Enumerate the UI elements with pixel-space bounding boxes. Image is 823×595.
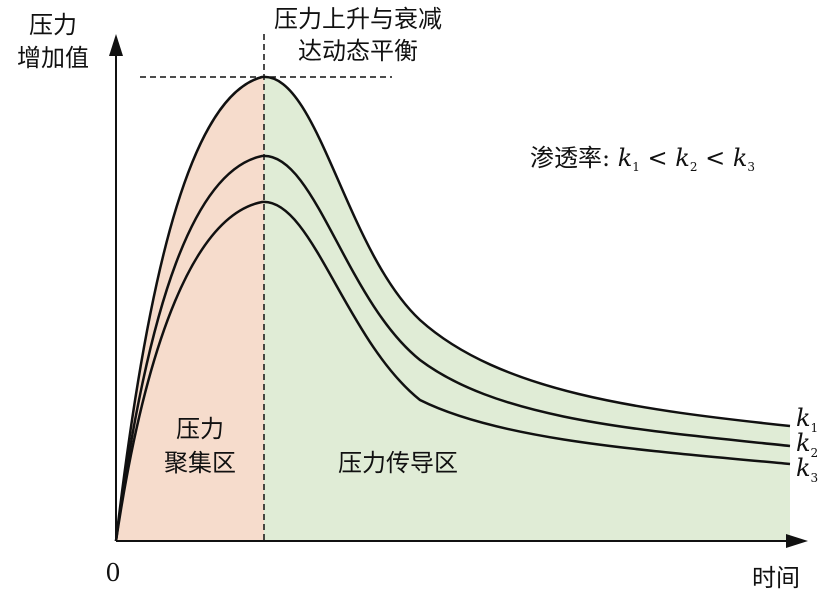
conduction-zone-fill: [264, 77, 790, 541]
k2-sub: 2: [690, 160, 698, 174]
curve-k1-label: k1: [796, 404, 818, 435]
k3-symbol: k: [733, 144, 748, 172]
x-axis-arrow: [786, 534, 808, 548]
k1-symbol: k: [618, 144, 633, 172]
y-axis-label-line2: 增加值: [17, 44, 89, 72]
k3-sub: 3: [747, 160, 755, 174]
lt-1: <: [640, 144, 675, 172]
permeability-prefix: 渗透率:: [530, 144, 618, 172]
curve-k1: [114, 75, 791, 542]
conduction-zone-label: 压力传导区: [338, 449, 458, 477]
accumulation-zone-label-line2: 聚集区: [164, 449, 236, 477]
peak-annotation-line1: 压力上升与衰减: [274, 5, 442, 33]
curve-k3-label: k3: [796, 454, 818, 485]
lt-2: <: [697, 144, 732, 172]
x-axis-label: 时间: [752, 564, 800, 592]
origin-label: 0: [105, 559, 120, 587]
y-axis-label-line1: 压力: [29, 11, 77, 39]
curve-k3: [114, 200, 791, 542]
k2-symbol: k: [675, 144, 690, 172]
accumulation-zone-label-line1: 压力: [176, 415, 224, 443]
curve-k2-label: k2: [796, 429, 818, 460]
permeability-legend: 渗透率: k1 < k2 < k3: [530, 144, 755, 174]
k1-sub: 1: [632, 160, 640, 174]
y-axis-arrow: [109, 34, 123, 56]
accumulation-zone-fill: [116, 76, 264, 541]
curve-k2: [114, 154, 791, 542]
peak-annotation-line2: 达动态平衡: [298, 37, 418, 65]
